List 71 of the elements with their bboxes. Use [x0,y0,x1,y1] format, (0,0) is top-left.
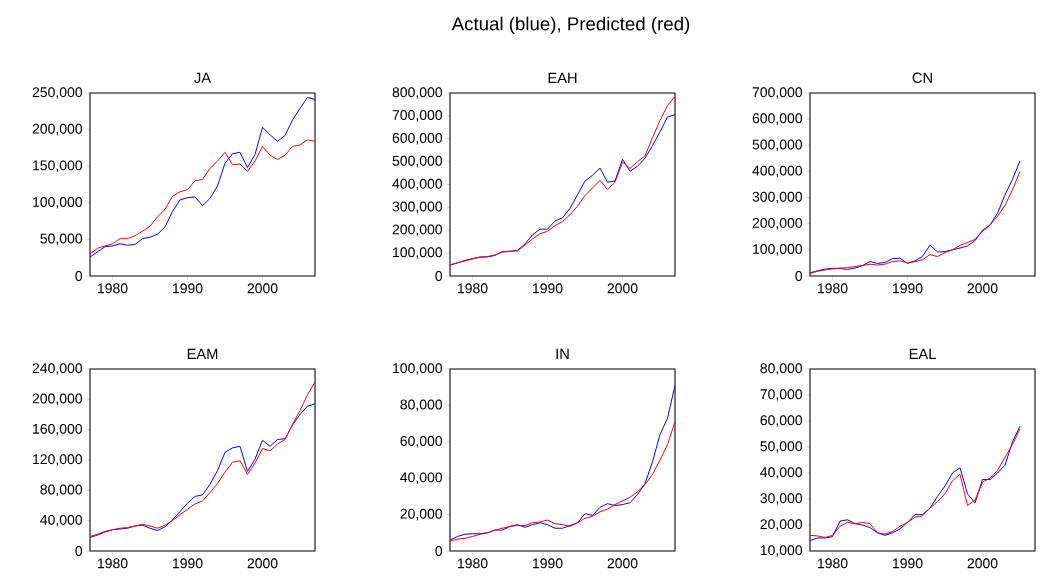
y-tick-label: 400,000 [752,165,803,178]
y-tick-label: 60,000 [400,436,443,448]
y-tick-label: 0 [75,546,83,556]
y-tick-label: 500,000 [752,139,803,152]
y-tick-label: 200,000 [392,224,443,237]
y-tick-label: 50,000 [760,441,803,453]
x-tick-label: 2000 [247,558,278,569]
y-tick-label: 70,000 [760,389,803,401]
y-tick-label: 600,000 [392,132,443,145]
line-series [450,384,676,541]
y-tick-label: 150,000 [33,160,83,172]
y-tick-label: 500,000 [392,155,443,168]
y-tick-label: 0 [435,546,443,556]
y-tick-label: 200,000 [752,217,803,230]
text: Actual (blue), Predicted (red) [451,16,690,35]
x-tick-label: 1990 [173,558,203,569]
y-tick-label: 100,000 [753,244,803,256]
y-tick-label: 600,000 [752,113,803,125]
y-tick-label: 80,000 [760,363,803,375]
y-tick-label: 0 [795,271,803,281]
y-tick-label: 30,000 [760,493,803,505]
y-tick-label: 20,000 [400,508,443,521]
x-tick-label: 2000 [967,558,998,569]
x-tick-label: 1980 [458,558,488,569]
y-tick-label: 700,000 [752,87,803,99]
y-tick-label: 120,000 [33,454,83,466]
x-tick-label: 2000 [247,283,278,294]
y-tick-label: 200,000 [32,393,83,406]
chart-title: EAM [187,348,218,359]
x-tick-label: 1990 [893,558,923,569]
y-tick-label: 100,000 [33,197,83,209]
y-tick-label: 300,000 [752,191,803,204]
x-tick-label: 1990 [893,283,923,294]
chart-title: IN [556,348,569,359]
chart-title: EAH [548,72,577,83]
x-tick-label: 1990 [533,558,563,569]
y-tick-label: 80,000 [40,484,83,497]
y-tick-label: 800,000 [392,87,443,99]
x-tick-label: 1980 [98,283,128,294]
x-tick-label: 1980 [98,558,128,569]
chart-title: CN [912,72,932,83]
y-tick-label: 700,000 [392,110,443,122]
x-tick-label: 1980 [458,283,488,294]
y-tick-label: 200,000 [32,123,83,136]
x-tick-label: 1990 [173,283,203,294]
y-tick-label: 0 [435,271,443,281]
y-tick-label: 0 [75,271,83,281]
chart-title: EAL [909,348,936,359]
x-tick-label: 1990 [533,283,563,294]
y-tick-label: 250,000 [32,87,83,99]
y-tick-label: 40,000 [40,514,83,527]
y-tick-label: 40,000 [760,467,803,479]
x-tick-label: 2000 [607,558,638,569]
x-tick-label: 1980 [818,558,848,569]
y-tick-label: 100,000 [393,247,443,259]
y-tick-label: 50,000 [40,233,83,246]
chart-title: JA [194,72,212,83]
line-series [90,139,316,255]
y-tick-label: 240,000 [32,363,83,375]
x-tick-label: 2000 [967,283,998,294]
y-tick-label: 100,000 [393,363,443,375]
y-tick-label: 20,000 [760,519,803,531]
x-tick-label: 1980 [818,283,848,294]
y-tick-label: 80,000 [400,399,443,412]
y-tick-label: 40,000 [400,472,443,484]
y-tick-label: 60,000 [760,415,803,427]
y-tick-label: 160,000 [33,423,83,436]
x-tick-label: 2000 [607,283,638,294]
y-tick-label: 300,000 [392,201,443,214]
y-tick-label: 400,000 [392,178,443,191]
y-tick-label: 10,000 [760,545,803,557]
